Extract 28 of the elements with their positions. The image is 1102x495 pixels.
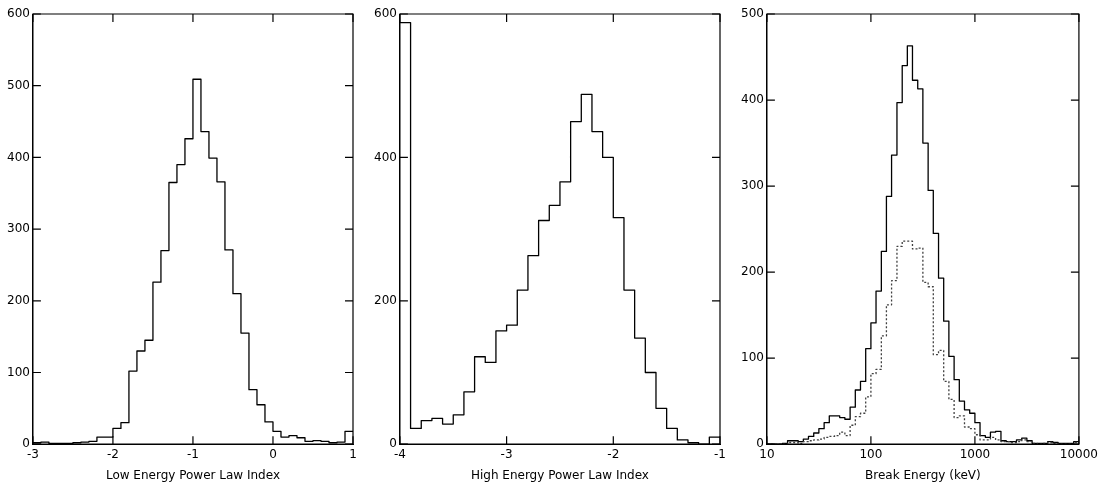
- y-tick-label: 300: [7, 221, 30, 236]
- x-tick-label: 10000: [1059, 446, 1099, 461]
- y-tick-label: 400: [741, 92, 764, 107]
- y-tick-label: 400: [7, 149, 30, 164]
- y-tick-label: 200: [7, 292, 30, 307]
- x-tick-label: 10: [759, 446, 775, 461]
- x-axis-title: Break Energy (keV): [865, 467, 981, 482]
- x-tick-label: -2: [106, 446, 119, 461]
- y-tick-label: 400: [374, 149, 397, 164]
- y-tick-label: 500: [7, 77, 30, 92]
- x-tick-label: 1: [349, 446, 357, 461]
- y-tick-label: 200: [374, 292, 397, 307]
- x-tick-label: 1000: [959, 446, 991, 461]
- y-tick-label: 100: [7, 364, 30, 379]
- y-tick-label: 500: [741, 6, 764, 21]
- y-tick-label: 300: [741, 178, 764, 193]
- y-tick-label: 600: [7, 6, 30, 21]
- x-axis-title: Low Energy Power Law Index: [105, 467, 280, 482]
- x-tick-label: 100: [859, 446, 883, 461]
- y-tick-label: 100: [741, 350, 764, 365]
- x-tick-label: -1: [186, 446, 199, 461]
- x-tick-label: -2: [607, 446, 620, 461]
- x-tick-label: 0: [269, 446, 277, 461]
- x-tick-label: -3: [500, 446, 513, 461]
- y-tick-label: 600: [374, 6, 397, 21]
- x-tick-label: -1: [714, 446, 726, 461]
- y-tick-label: 200: [741, 264, 764, 279]
- x-axis-title: High Energy Power Law Index: [470, 467, 649, 482]
